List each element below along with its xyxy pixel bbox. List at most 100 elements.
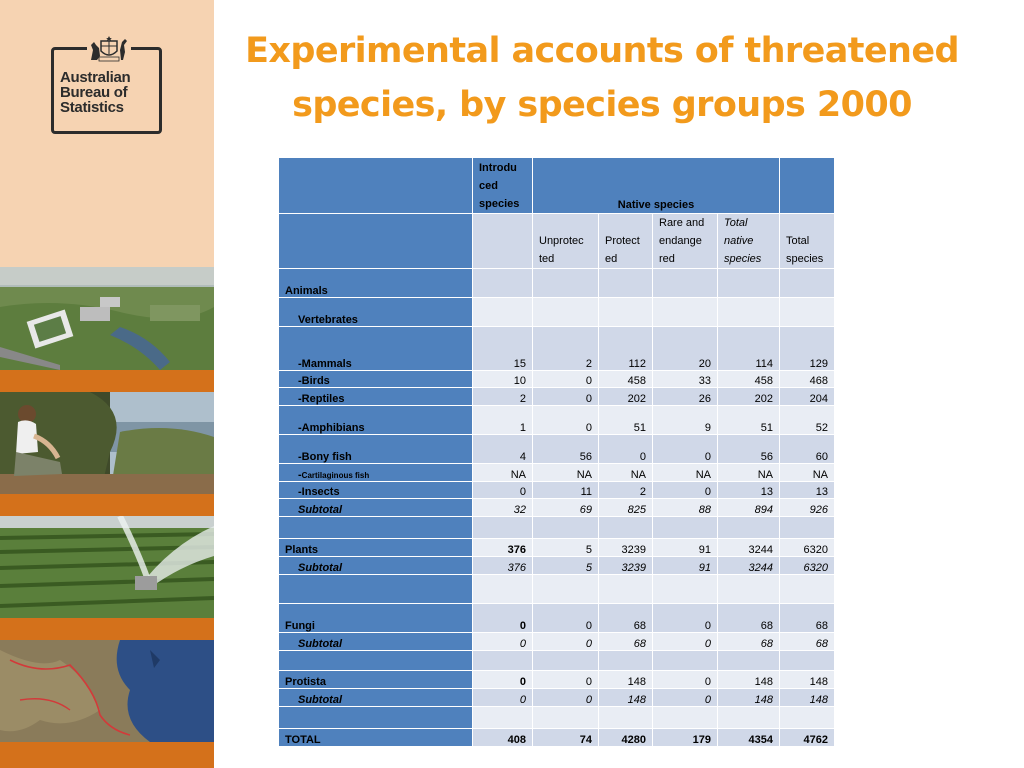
table-cell: NA (718, 464, 780, 482)
table-cell: 5 (533, 539, 599, 557)
table-row: Vertebrates (279, 298, 835, 327)
table-cell: 51 (599, 406, 653, 435)
table-cell: 4 (473, 435, 533, 464)
table-cell: 112 (599, 327, 653, 371)
table-cell: 3239 (599, 539, 653, 557)
table-cell (473, 269, 533, 298)
row-label: -Bony fish (279, 435, 473, 464)
table-cell: 13 (718, 482, 780, 499)
row-label: Protista (279, 671, 473, 689)
table-cell (599, 651, 653, 671)
table-cell: 0 (653, 689, 718, 707)
table-cell: 20 (653, 327, 718, 371)
row-label: -Birds (279, 371, 473, 388)
table-cell: 408 (473, 729, 533, 747)
table-cell (533, 651, 599, 671)
table-cell: 68 (780, 604, 835, 633)
table-cell: 2 (533, 327, 599, 371)
unprotected-header: Unprotec ted (533, 214, 599, 269)
table-cell: 69 (533, 499, 599, 517)
row-label: Fungi (279, 604, 473, 633)
table-cell (718, 651, 780, 671)
table-cell (473, 651, 533, 671)
table-cell: 56 (718, 435, 780, 464)
table-cell: 0 (533, 671, 599, 689)
table-row: Subtotal 376 5 3239 91 3244 6320 (279, 557, 835, 575)
left-sidebar: Australian Bureau of Statistics (0, 0, 214, 768)
logo-line-3: Statistics (60, 99, 124, 116)
table-cell (780, 575, 835, 604)
row-label (279, 707, 473, 729)
table-cell (780, 298, 835, 327)
table-cell (653, 651, 718, 671)
row-label-text: Vertebrates (298, 314, 358, 326)
table-cell: 0 (599, 435, 653, 464)
table-cell: 9 (653, 406, 718, 435)
table-cell: 468 (780, 371, 835, 388)
table-cell (718, 707, 780, 729)
table-row: Animals (279, 269, 835, 298)
row-label-text: Subtotal (298, 638, 342, 650)
table-cell (533, 575, 599, 604)
orange-band-2 (0, 494, 214, 516)
table-cell: 4762 (780, 729, 835, 747)
table-row (279, 707, 835, 729)
orange-band-4 (0, 742, 214, 768)
row-label-text: -Amphibians (298, 422, 365, 434)
table-cell (718, 517, 780, 539)
table-cell: 32 (473, 499, 533, 517)
table-cell: 0 (533, 689, 599, 707)
row-label: Plants (279, 539, 473, 557)
row-label: -Mammals (279, 327, 473, 371)
table-cell: 0 (473, 482, 533, 499)
table-cell: 91 (653, 539, 718, 557)
table-cell: 926 (780, 499, 835, 517)
satellite-map-photo (0, 640, 214, 742)
table-cell: 0 (653, 435, 718, 464)
header-row-2: Unprotec ted Protect ed Rare and endange… (279, 214, 835, 269)
row-label: Subtotal (279, 689, 473, 707)
table-cell: 2 (599, 482, 653, 499)
table-cell: 60 (780, 435, 835, 464)
table-cell: 0 (533, 388, 599, 406)
protected-header: Protect ed (599, 214, 653, 269)
table-row: Subtotal 0 0 148 0 148 148 (279, 689, 835, 707)
abs-logo: Australian Bureau of Statistics (51, 36, 162, 134)
table-cell (599, 269, 653, 298)
table-row: -Insects 0 11 2 0 13 13 (279, 482, 835, 499)
table-cell: 376 (473, 539, 533, 557)
row-label-text: -Bony fish (298, 451, 352, 463)
row-label: -Cartilaginous fish (279, 464, 473, 482)
table-cell: 179 (653, 729, 718, 747)
table-cell: 3244 (718, 557, 780, 575)
table-cell: 4354 (718, 729, 780, 747)
table-cell: NA (780, 464, 835, 482)
row-label-small-text: Cartilaginous fish (301, 471, 370, 480)
table-cell (533, 298, 599, 327)
table-cell: 0 (473, 604, 533, 633)
threatened-species-table: Introdu ced species Native species Unpro… (279, 158, 835, 747)
table-cell: NA (533, 464, 599, 482)
table-cell (599, 298, 653, 327)
row-label: Subtotal (279, 557, 473, 575)
table-cell (473, 707, 533, 729)
table-cell: 51 (718, 406, 780, 435)
row-label: -Reptiles (279, 388, 473, 406)
table-cell: 376 (473, 557, 533, 575)
total-native-header: Total native species (718, 214, 780, 269)
total-species-header: Total species (780, 214, 835, 269)
table-cell: 148 (718, 689, 780, 707)
row-label (279, 517, 473, 539)
table-cell: 68 (780, 633, 835, 651)
table-cell: 0 (653, 482, 718, 499)
table-cell: 148 (780, 671, 835, 689)
table-cell: 0 (473, 671, 533, 689)
row-label-text: Subtotal (298, 694, 342, 706)
table-cell (599, 517, 653, 539)
table-cell (780, 651, 835, 671)
table-cell: 0 (653, 671, 718, 689)
logo-line-2: Bureau of (60, 84, 128, 101)
header-empty-cell (473, 214, 533, 269)
introduced-species-header: Introdu ced species (473, 158, 533, 214)
table-row (279, 517, 835, 539)
